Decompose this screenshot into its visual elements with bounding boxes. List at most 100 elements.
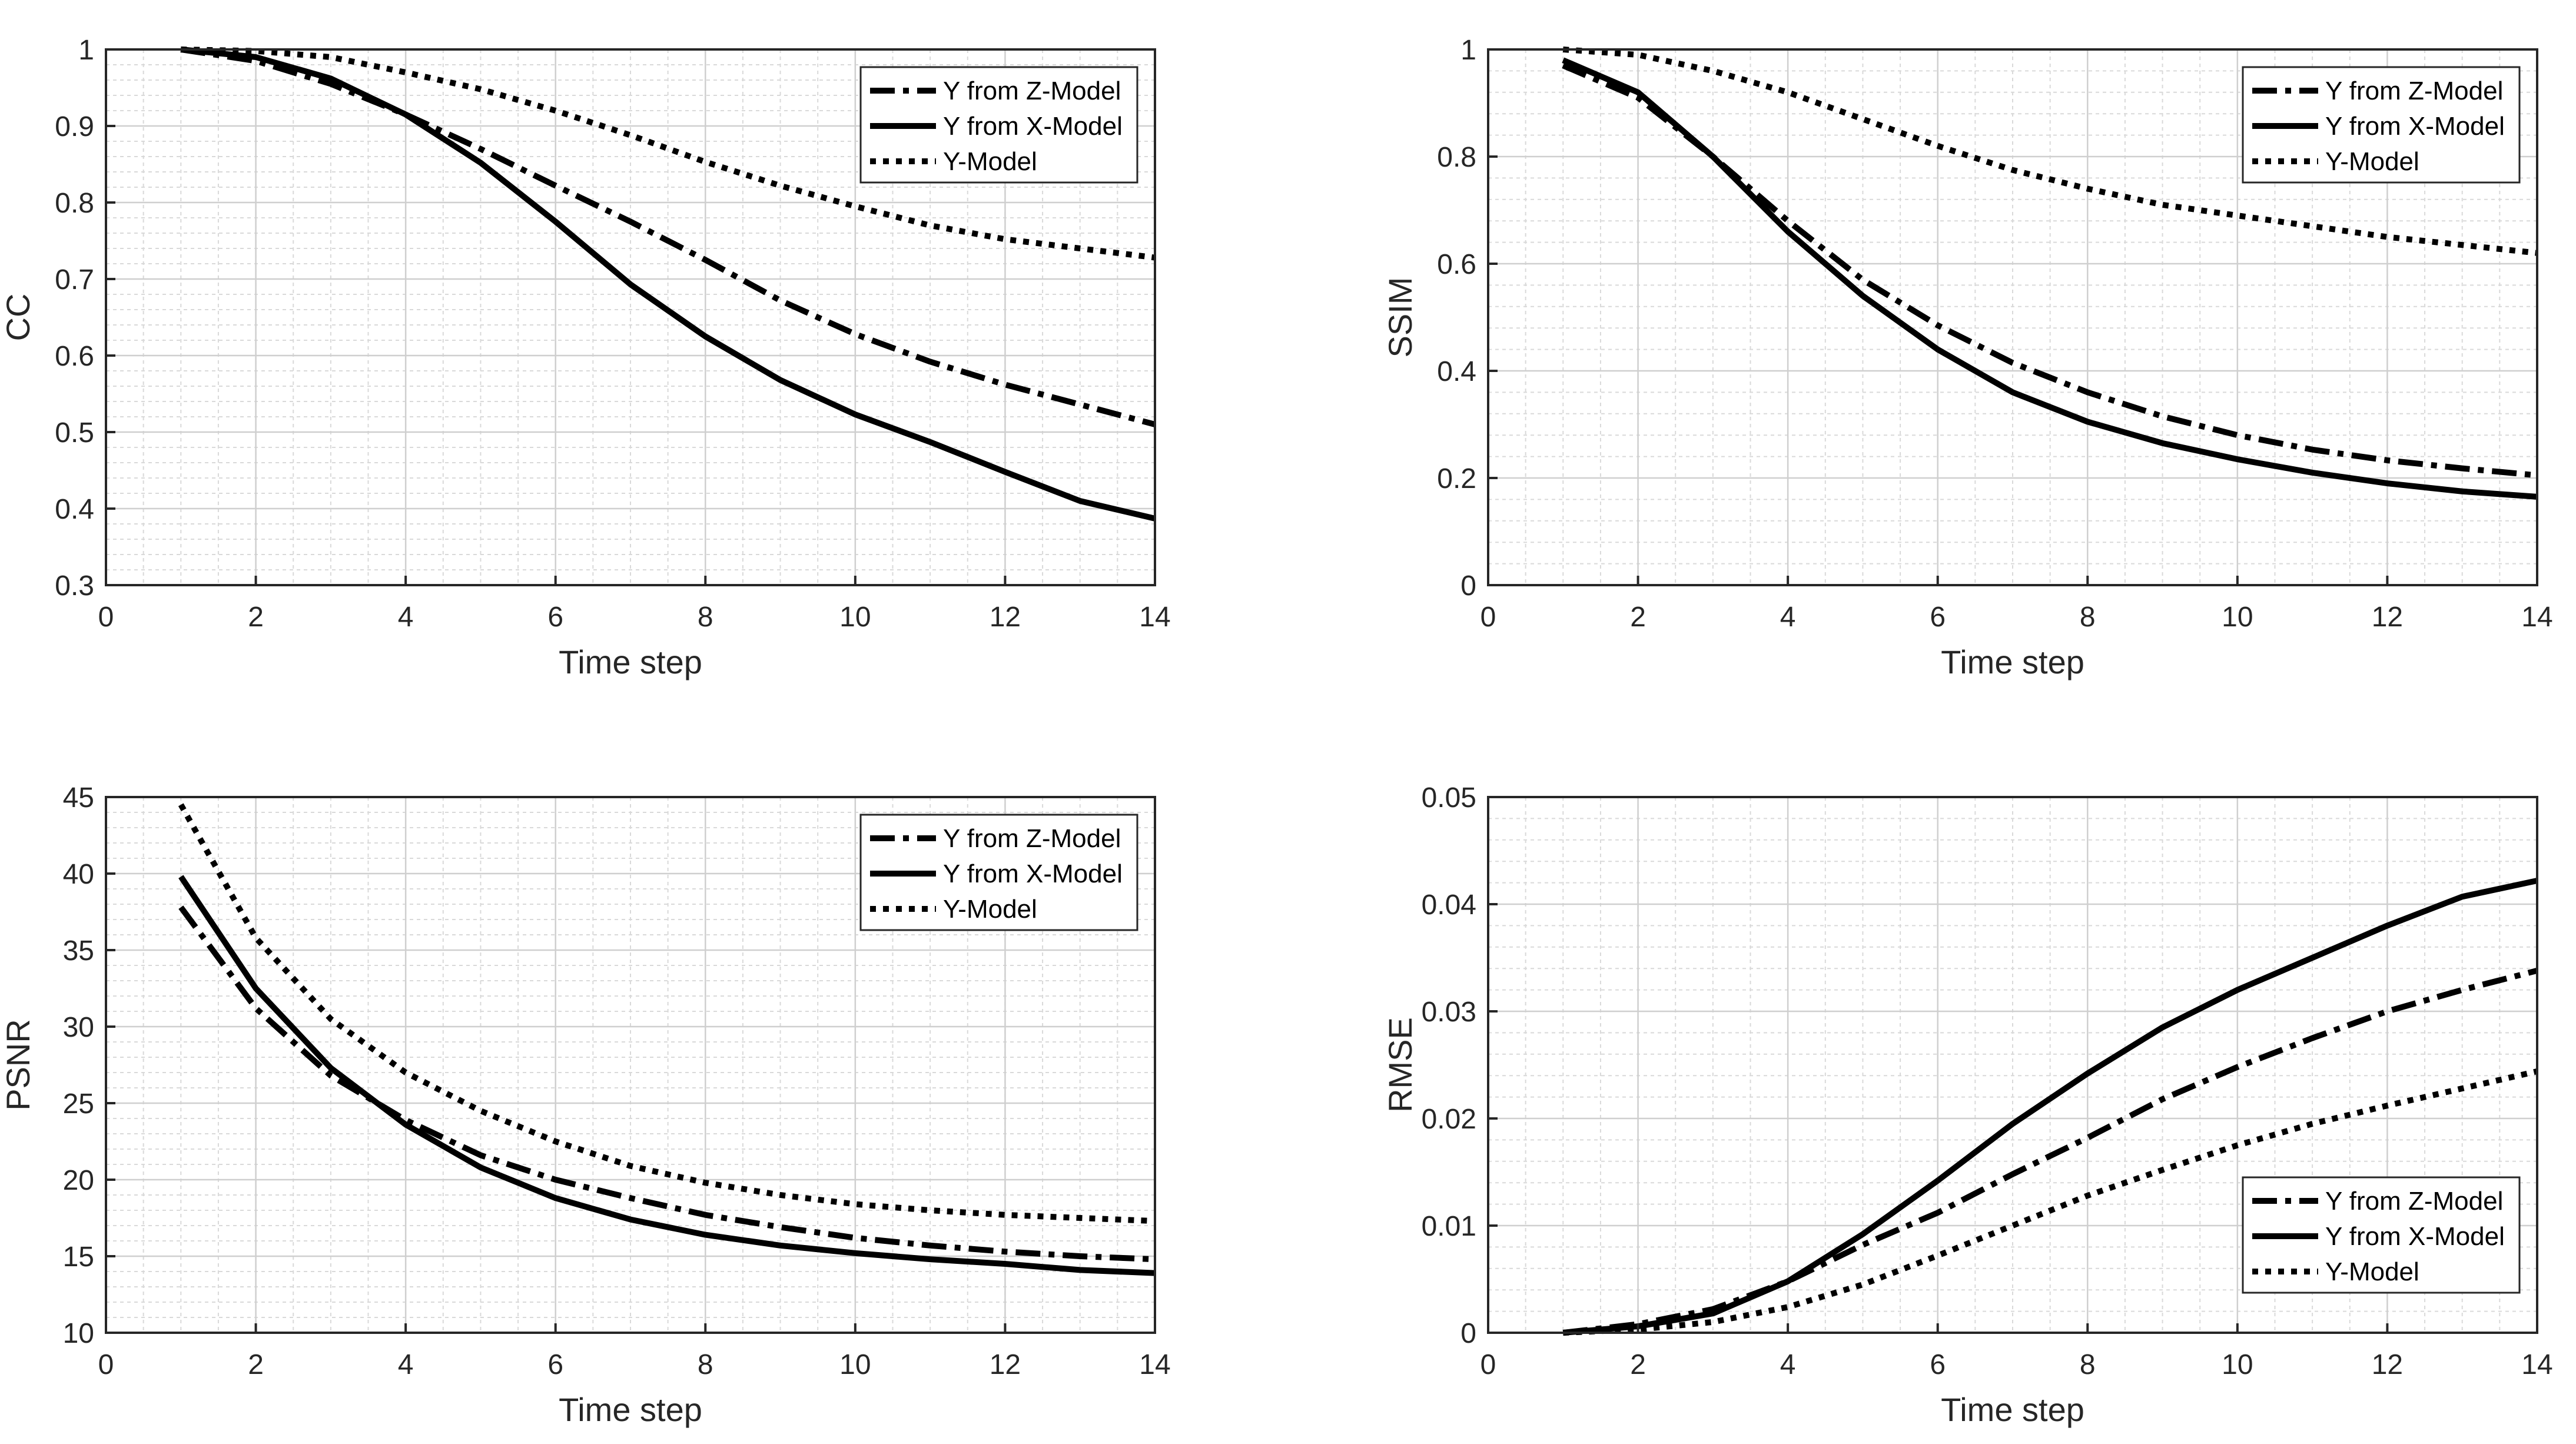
- psnr-legend-entry: Y-Model: [943, 895, 1037, 924]
- psnr-y-tick-label: 40: [63, 859, 94, 890]
- rmse-x-axis-label: Time step: [1941, 1391, 2084, 1428]
- ssim-x-tick-label: 6: [1930, 602, 1946, 633]
- ssim-y-axis-label: SSIM: [1382, 277, 1419, 358]
- rmse-legend-entry: Y from X-Model: [2325, 1222, 2505, 1251]
- rmse-legend-entry: Y from Z-Model: [2325, 1187, 2503, 1216]
- ssim-y-tick-label: 0.8: [1437, 142, 1476, 173]
- psnr-legend-entry: Y from Z-Model: [943, 824, 1121, 853]
- psnr-series-dashdot: [178, 905, 1156, 1263]
- rmse-x-tick-label: 14: [2521, 1349, 2552, 1380]
- cc-x-tick-label: 4: [398, 602, 414, 633]
- rmse-y-axis-label: RMSE: [1382, 1017, 1419, 1113]
- cc-y-tick-label: 1: [78, 35, 94, 66]
- ssim-y-tick-label: 1: [1460, 35, 1476, 66]
- cc-y-tick-label: 0.4: [55, 494, 94, 525]
- ssim-x-tick-label: 8: [2080, 602, 2096, 633]
- cc-x-tick-label: 10: [839, 602, 871, 633]
- rmse-x-tick-label: 8: [2080, 1349, 2096, 1380]
- psnr-y-tick-label: 20: [63, 1165, 94, 1196]
- cc-x-tick-label: 2: [248, 602, 264, 633]
- rmse-x-tick-label: 0: [1480, 1349, 1496, 1380]
- psnr-x-tick-label: 6: [547, 1349, 563, 1380]
- ssim-legend: Y from Z-Model Y from X-Model Y-Model: [2242, 66, 2521, 184]
- ssim-x-tick-label: 12: [2372, 602, 2403, 633]
- ssim-x-tick-label: 0: [1480, 602, 1496, 633]
- ssim-series-solid: [1562, 57, 2538, 500]
- psnr-series-group: [178, 803, 1156, 1276]
- ssim-x-tick-label: 10: [2222, 602, 2253, 633]
- rmse-y-tick-label: 0: [1460, 1318, 1476, 1349]
- cc-x-tick-label: 14: [1139, 602, 1170, 633]
- rmse-y-tick-label: 0.02: [1422, 1104, 1476, 1135]
- psnr-axes-box: [105, 796, 1156, 1334]
- psnr-x-tick-label: 0: [98, 1349, 114, 1380]
- cc-x-tick-label: 0: [98, 602, 114, 633]
- psnr-y-tick-label: 35: [63, 935, 94, 967]
- rmse-legend-entry: Y-Model: [2325, 1257, 2419, 1286]
- cc-x-axis-label: Time step: [559, 643, 702, 680]
- psnr-legend: Y from Z-Model Y from X-Model Y-Model: [859, 814, 1138, 931]
- rmse-x-tick-label: 12: [2372, 1349, 2403, 1380]
- rmse-series-solid: [1562, 878, 2538, 1336]
- ssim-y-tick-label: 0.4: [1437, 356, 1476, 387]
- rmse-x-tick-label: 6: [1930, 1349, 1946, 1380]
- psnr-series-dotted: [178, 803, 1156, 1224]
- ssim-y-tick-label: 0.6: [1437, 249, 1476, 280]
- psnr-x-tick-label: 12: [990, 1349, 1021, 1380]
- psnr-series-solid: [178, 875, 1156, 1276]
- psnr-x-tick-label: 8: [698, 1349, 713, 1380]
- cc-axes-box: [105, 48, 1156, 586]
- cc-legend-entry: Y from X-Model: [943, 112, 1123, 141]
- ssim-y-tick-label: 0: [1460, 570, 1476, 602]
- psnr-x-tick-label: 10: [839, 1349, 871, 1380]
- cc-y-tick-label: 0.9: [55, 111, 94, 142]
- cc-y-tick-label: 0.8: [55, 188, 94, 219]
- psnr-y-axis-label: PSNR: [0, 1019, 36, 1111]
- cc-x-tick-label: 8: [698, 602, 713, 633]
- cc-y-tick-label: 0.7: [55, 264, 94, 296]
- cc-legend-entry: Y from Z-Model: [943, 77, 1121, 105]
- rmse-x-tick-label: 4: [1780, 1349, 1796, 1380]
- rmse-series-dashdot: [1562, 967, 2538, 1336]
- cc-x-tick-label: 12: [990, 602, 1021, 633]
- rmse-x-tick-label: 10: [2222, 1349, 2253, 1380]
- cc-series-dashdot: [180, 47, 1156, 427]
- psnr-y-tick-label: 25: [63, 1088, 94, 1120]
- psnr-x-axis-label: Time step: [559, 1391, 702, 1428]
- ssim-series-group: [1562, 47, 2538, 500]
- rmse-y-tick-label: 0.04: [1422, 889, 1476, 921]
- psnr-y-tick-label: 15: [63, 1241, 94, 1273]
- cc-chart-panel: 0 2 4 6 8 10 12 14 0.3 0.4 0.5 0.6 0.7 0.8 0.9 1 Time st…: [0, 35, 1171, 680]
- cc-x-tick-label: 6: [547, 602, 563, 633]
- psnr-y-tick-label: 30: [63, 1012, 94, 1043]
- rmse-y-tick-label: 0.01: [1422, 1211, 1476, 1242]
- ssim-legend-entry: Y-Model: [2325, 147, 2419, 176]
- psnr-chart-panel: 0 2 4 6 8 10 12 14 10 15 20 25 30 35 40 45 Time step PSNR…: [0, 782, 1171, 1428]
- cc-series-solid: [180, 47, 1156, 522]
- rmse-y-tick-label: 0.03: [1422, 997, 1476, 1028]
- psnr-legend-entry: Y from X-Model: [943, 859, 1123, 888]
- cc-legend: Y from Z-Model Y from X-Model Y-Model: [859, 66, 1138, 184]
- psnr-x-tick-label: 4: [398, 1349, 414, 1380]
- psnr-x-tick-label: 2: [248, 1349, 264, 1380]
- rmse-series-dotted: [1563, 1068, 2538, 1336]
- rmse-series-group: [1562, 878, 2538, 1336]
- rmse-axes-box: [1487, 796, 2538, 1334]
- ssim-x-tick-label: 4: [1780, 602, 1796, 633]
- cc-y-tick-label: 0.6: [55, 341, 94, 372]
- cc-y-tick-label: 0.3: [55, 570, 94, 602]
- rmse-x-tick-label: 2: [1630, 1349, 1646, 1380]
- ssim-legend-entry: Y from X-Model: [2325, 112, 2505, 141]
- ssim-x-tick-label: 2: [1630, 602, 1646, 633]
- psnr-y-tick-label: 45: [63, 782, 94, 814]
- rmse-chart-panel: 0 2 4 6 8 10 12 14 0 0.01 0.02 0.03 0.04 0.05 Time ste…: [1382, 782, 2553, 1428]
- ssim-axes-box: [1487, 48, 2538, 586]
- cc-series-group: [180, 47, 1156, 522]
- cc-legend-entry: Y-Model: [943, 147, 1037, 176]
- cc-y-tick-label: 0.5: [55, 417, 94, 449]
- ssim-x-tick-label: 14: [2521, 602, 2552, 633]
- psnr-x-tick-label: 14: [1139, 1349, 1170, 1380]
- ssim-legend-entry: Y from Z-Model: [2325, 77, 2503, 105]
- ssim-series-dotted: [1562, 47, 2538, 256]
